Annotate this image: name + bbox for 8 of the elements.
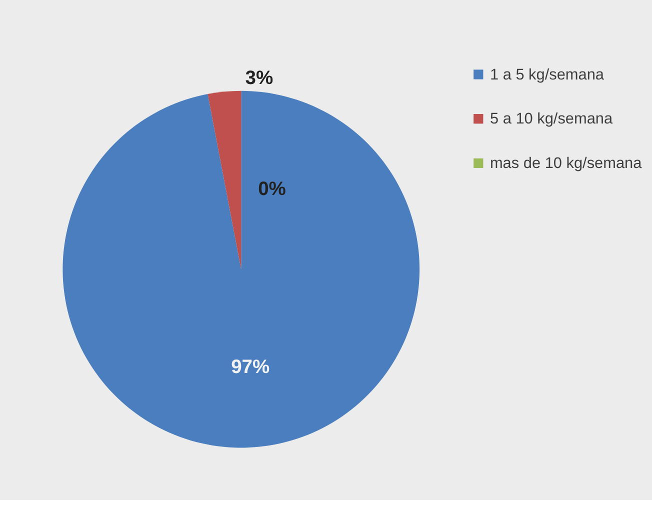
data-label: 97% (231, 356, 270, 378)
text: 0% (258, 178, 286, 200)
legend-label: 1 a 5 kg/semana (490, 66, 604, 84)
legend-label: 5 a 10 kg/semana (490, 110, 613, 128)
pie-slice (62, 90, 420, 448)
pie-slice (208, 90, 242, 270)
data-label: 3% (245, 68, 274, 89)
legend-label: mas de 10 kg/semana (490, 155, 642, 172)
